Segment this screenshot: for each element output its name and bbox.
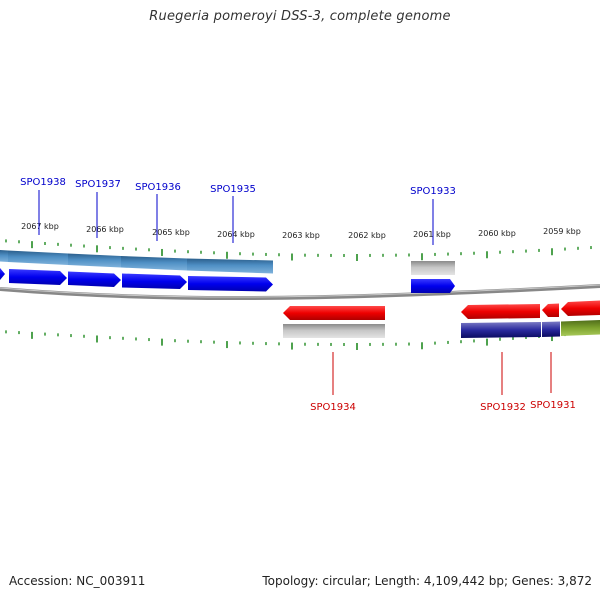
reverse-feature-band: [283, 320, 600, 338]
gene-label[interactable]: SPO1934: [310, 402, 356, 413]
tick-label: 2066 kbp: [86, 225, 124, 234]
tick-label: 2063 kbp: [282, 231, 320, 240]
tick-label: 2059 kbp: [543, 227, 581, 236]
genome-summary-text: Topology: circular; Length: 4,109,442 bp…: [262, 574, 592, 588]
cds-arrow[interactable]: [561, 300, 600, 317]
genome-backbone-highlight: [0, 284, 600, 298]
genome-backbone: [0, 284, 600, 301]
feature-block[interactable]: [68, 253, 121, 268]
feature-block[interactable]: [187, 258, 273, 274]
cds-arrow[interactable]: [542, 303, 559, 318]
cds-arrow[interactable]: [0, 268, 5, 280]
feature-block[interactable]: [461, 322, 541, 338]
forward-feature-band: [0, 250, 455, 275]
tick-label: 2061 kbp: [413, 230, 451, 239]
feature-block[interactable]: [283, 324, 385, 338]
feature-block[interactable]: [411, 261, 455, 275]
feature-block[interactable]: [542, 321, 560, 338]
tick-label: 2067 kbp: [21, 222, 59, 231]
feature-block[interactable]: [561, 320, 600, 336]
cds-arrow[interactable]: [9, 269, 67, 285]
gene-label[interactable]: SPO1937: [75, 179, 121, 190]
feature-block[interactable]: [0, 250, 8, 262]
feature-block[interactable]: [121, 256, 187, 271]
kbp-labels: 2067 kbp 2066 kbp 2065 kbp 2064 kbp 2063…: [21, 222, 581, 240]
gene-label[interactable]: SPO1933: [410, 186, 456, 197]
feature-block[interactable]: [8, 250, 68, 266]
cds-arrow[interactable]: [122, 273, 187, 290]
accession-text: Accession: NC_003911: [9, 574, 146, 588]
gene-labels: SPO1938 SPO1937 SPO1936 SPO1935 SPO1933 …: [20, 177, 576, 413]
tick-label: 2065 kbp: [152, 228, 190, 237]
gene-label[interactable]: SPO1932: [480, 402, 526, 413]
forward-cds-track: [0, 268, 455, 293]
label-leaders: [38, 190, 552, 395]
cds-arrow[interactable]: [461, 304, 540, 319]
cds-arrow[interactable]: [411, 279, 455, 293]
gene-label[interactable]: SPO1936: [135, 182, 181, 193]
reverse-cds-track: [283, 300, 600, 320]
tick-label: 2064 kbp: [217, 230, 255, 239]
tick-label: 2062 kbp: [348, 231, 386, 240]
tick-ring-upper: [5, 239, 592, 261]
gene-label[interactable]: SPO1935: [210, 184, 256, 195]
cds-arrow[interactable]: [68, 271, 121, 288]
cds-arrow[interactable]: [188, 276, 273, 292]
gene-label[interactable]: SPO1938: [20, 177, 66, 188]
cds-arrow[interactable]: [283, 306, 385, 320]
map-title: Ruegeria pomeroyi DSS-3, complete genome: [149, 9, 451, 24]
tick-label: 2060 kbp: [478, 229, 516, 238]
gene-label[interactable]: SPO1931: [530, 400, 576, 411]
